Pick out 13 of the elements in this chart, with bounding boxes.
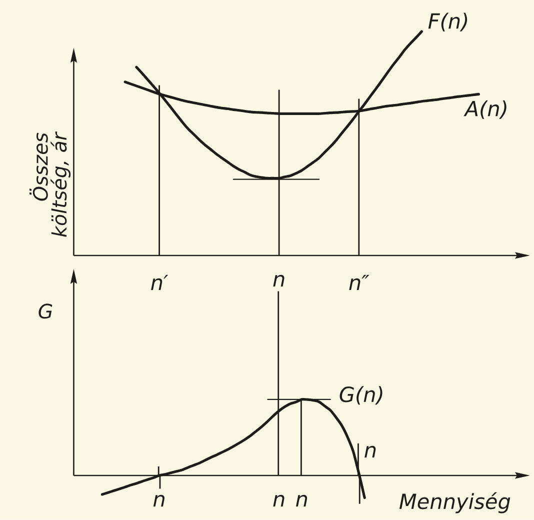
series-label: A(n) [464,100,506,119]
x-axis-title: Mennyiség [399,492,510,514]
annotation: n [364,446,376,458]
x-tick-label: n″ [349,274,370,290]
x-tick-label: n [273,274,284,287]
series-label: F(n) [428,12,468,32]
y-axis-title: Összes költség, ár [30,131,71,237]
x-tick-label: n [153,494,164,507]
y-axis-title: G [38,304,52,319]
series-label: G(n) [340,386,382,405]
x-tick-label: n [296,494,308,507]
x-tick-label: n′ [151,274,168,290]
x-tick-label: n [273,494,284,507]
